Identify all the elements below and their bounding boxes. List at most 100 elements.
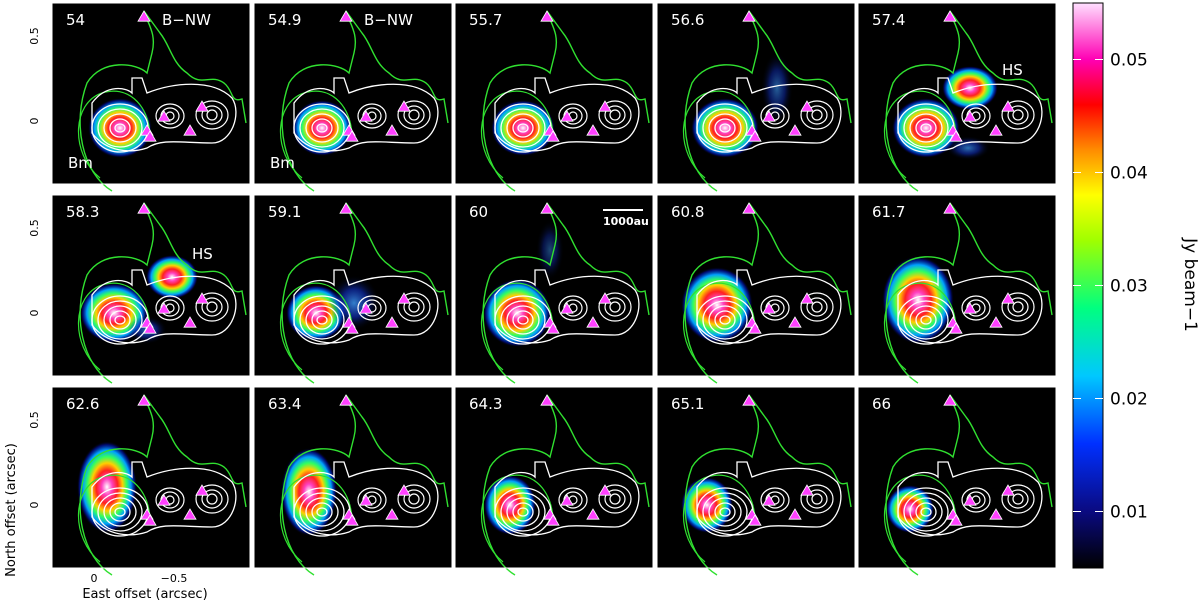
- continuum-contour: [961, 103, 991, 129]
- continuum-contour: [506, 305, 540, 335]
- continuum-contour: [155, 487, 185, 513]
- source-marker: [339, 10, 353, 22]
- source-marker: [339, 394, 353, 406]
- continuum-contour: [708, 113, 742, 143]
- source-marker: [546, 514, 560, 526]
- colorbar-tick-label: 0.03: [1110, 277, 1148, 297]
- continuum-contour: [506, 497, 540, 527]
- source-marker: [788, 124, 802, 136]
- continuum-contour: [97, 108, 143, 148]
- continuum-contour: [609, 109, 621, 121]
- continuum-contour: [961, 295, 991, 321]
- continuum-contour: [91, 269, 237, 344]
- source-marker: [143, 130, 157, 142]
- source-marker: [183, 508, 197, 520]
- channel-panel: 62.6 0.5 0 0 −0.5: [28, 386, 251, 585]
- channel-panel: 64.3: [454, 386, 654, 576]
- panel-frame: [656, 386, 856, 569]
- continuum-contour: [91, 461, 237, 536]
- continuum-contour: [494, 77, 640, 152]
- panel-frame: [454, 386, 654, 569]
- white-contours: [293, 461, 439, 537]
- continuum-contour: [299, 492, 345, 532]
- continuum-contour: [702, 300, 748, 340]
- source-marker: [195, 484, 209, 496]
- colorbar-tick-label: 0.02: [1110, 390, 1148, 410]
- panel-annotation: HS: [192, 245, 213, 263]
- channel-panel: 58.3 HS 0.5 0: [28, 194, 251, 384]
- source-marker: [345, 130, 359, 142]
- continuum-contour: [598, 292, 632, 322]
- continuum-contour: [506, 113, 540, 143]
- continuum-contour: [760, 295, 790, 321]
- white-contours: [91, 269, 237, 345]
- continuum-contour: [311, 502, 333, 522]
- continuum-contour: [494, 461, 640, 536]
- velocity-label: 63.4: [268, 395, 301, 413]
- source-marker: [540, 394, 554, 406]
- source-marker: [943, 202, 957, 214]
- continuum-contour: [500, 300, 546, 340]
- continuum-contour: [408, 301, 420, 313]
- source-marker: [963, 302, 977, 314]
- source-marker: [195, 292, 209, 304]
- continuum-contour: [103, 497, 137, 527]
- white-contours: [494, 269, 640, 345]
- continuum-contour: [806, 297, 828, 317]
- panel-frame: [253, 194, 453, 377]
- continuum-contour: [103, 305, 137, 335]
- source-marker: [963, 110, 977, 122]
- source-marker: [762, 302, 776, 314]
- continuum-contour: [811, 109, 823, 121]
- panel-frame: [253, 2, 453, 185]
- continuum-contour: [316, 315, 328, 325]
- source-marker: [943, 10, 957, 22]
- emission-blob: [681, 267, 753, 343]
- continuum-contour: [696, 77, 842, 152]
- velocity-label: 58.3: [66, 203, 99, 221]
- continuum-contour: [1001, 484, 1035, 514]
- colorbar-tick-label: 0.04: [1110, 164, 1148, 184]
- continuum-contour: [897, 269, 1043, 344]
- x-tick-label: 0: [91, 572, 98, 585]
- continuum-contour: [604, 105, 626, 125]
- continuum-contour: [806, 105, 828, 125]
- y-tick-label: 0: [28, 502, 41, 509]
- continuum-contour: [806, 489, 828, 509]
- continuum-contour: [719, 315, 731, 325]
- source-marker: [540, 10, 554, 22]
- source-marker: [560, 110, 574, 122]
- source-marker: [1001, 100, 1015, 112]
- continuum-contour: [811, 301, 823, 313]
- source-marker: [586, 316, 600, 328]
- continuum-contour: [915, 502, 937, 522]
- velocity-label: 54: [66, 11, 85, 29]
- x-axis-label: East offset (arcsec): [82, 587, 207, 602]
- continuum-contour: [696, 461, 842, 536]
- continuum-contour: [719, 507, 731, 517]
- source-marker: [137, 202, 151, 214]
- source-marker: [560, 494, 574, 506]
- continuum-contour: [1001, 292, 1035, 322]
- continuum-contour: [760, 103, 790, 129]
- channel-panel: 54 B−NW Bm 0.5 0: [28, 2, 251, 192]
- continuum-contour: [512, 502, 534, 522]
- panel-frame: [454, 2, 654, 185]
- continuum-contour: [708, 497, 742, 527]
- continuum-contour: [305, 113, 339, 143]
- source-marker: [385, 124, 399, 136]
- source-marker: [598, 292, 612, 304]
- emission-blob: [146, 255, 198, 299]
- continuum-contour: [357, 103, 387, 129]
- emission-blob: [681, 477, 733, 533]
- continuum-contour: [109, 502, 131, 522]
- continuum-contour: [500, 492, 546, 532]
- source-marker: [157, 494, 171, 506]
- channel-panel: 60 1000au: [454, 194, 654, 384]
- source-marker: [397, 292, 411, 304]
- continuum-contour: [702, 492, 748, 532]
- continuum-contour: [1012, 493, 1024, 505]
- continuum-contour: [103, 113, 137, 143]
- continuum-contour: [909, 113, 943, 143]
